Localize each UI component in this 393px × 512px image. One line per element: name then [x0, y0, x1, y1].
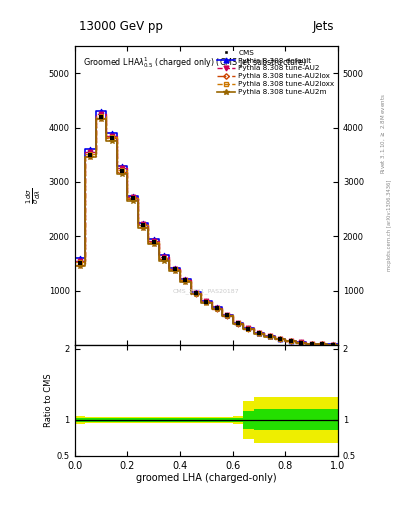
- Legend: CMS, Pythia 8.308 default, Pythia 8.308 tune-AU2, Pythia 8.308 tune-AU2lox, Pyth: CMS, Pythia 8.308 default, Pythia 8.308 …: [216, 48, 336, 96]
- Text: 13000 GeV pp: 13000 GeV pp: [79, 20, 162, 33]
- Y-axis label: $\frac{1}{\sigma}\frac{d\sigma}{d\lambda}$: $\frac{1}{\sigma}\frac{d\sigma}{d\lambda…: [25, 187, 43, 204]
- Text: mcplots.cern.ch [arXiv:1306.3436]: mcplots.cern.ch [arXiv:1306.3436]: [387, 180, 391, 271]
- Text: CMS_2021_PAS20187: CMS_2021_PAS20187: [173, 288, 240, 294]
- Text: Groomed LHA$\lambda^{1}_{0.5}$ (charged only) (CMS jet substructure): Groomed LHA$\lambda^{1}_{0.5}$ (charged …: [83, 55, 307, 70]
- Text: Rivet 3.1.10, $\geq$ 2.8M events: Rivet 3.1.10, $\geq$ 2.8M events: [379, 93, 387, 174]
- X-axis label: groomed LHA (charged-only): groomed LHA (charged-only): [136, 473, 277, 483]
- Text: Jets: Jets: [312, 20, 334, 33]
- Y-axis label: Ratio to CMS: Ratio to CMS: [44, 374, 53, 427]
